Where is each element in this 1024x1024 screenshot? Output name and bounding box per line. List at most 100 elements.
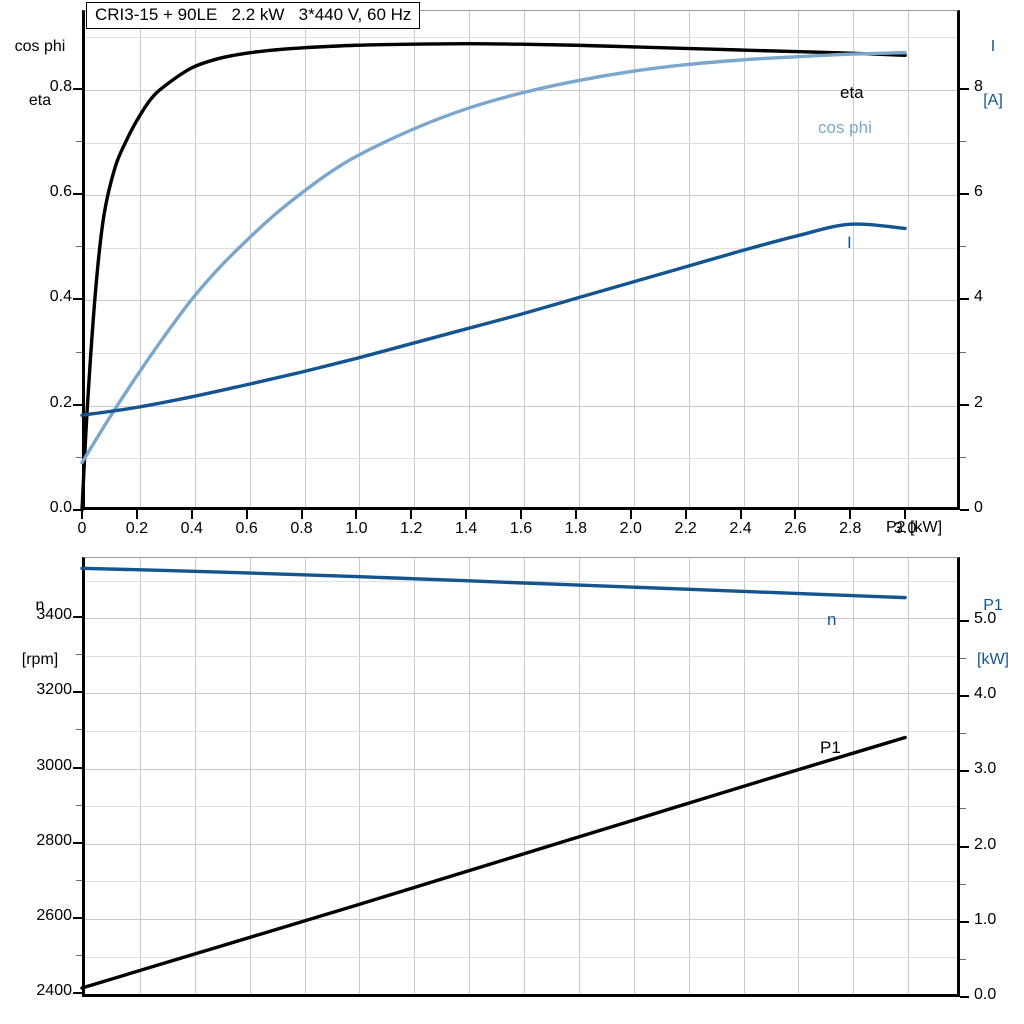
gridline-vertical [140, 11, 141, 507]
axis-tick-label-right: 0.0 [974, 986, 997, 1003]
axis-tick-bottom [520, 510, 522, 519]
bottom-left-axis-label-line1: n [35, 597, 45, 614]
gridline-vertical [853, 11, 854, 507]
chart-title: CRI3-15 + 90LE 2.2 kW 3*440 V, 60 Hz [86, 2, 421, 29]
curve-I [80, 222, 907, 417]
axis-tick-left-minor [76, 729, 82, 731]
axis-tick-left-minor [76, 141, 82, 143]
top-right-axis-label-line1: I [990, 38, 996, 55]
axis-tick-bottom [300, 510, 303, 519]
axis-tick-label-bottom: 0 [77, 520, 87, 537]
top-left-axis-label: cos phi eta [2, 2, 78, 146]
gridline-vertical [140, 558, 141, 994]
axis-tick-label-left: 2800 [36, 831, 72, 849]
axis-tick-bottom [849, 510, 852, 519]
gridline-vertical [250, 11, 251, 507]
axis-tick-label-bottom: 1.2 [400, 520, 423, 537]
axis-tick-bottom [410, 510, 413, 519]
gridline-vertical [579, 558, 580, 994]
axis-tick-label-bottom: 2.4 [729, 520, 752, 537]
axis-tick-right-minor [960, 958, 966, 960]
axis-tick-left-minor [76, 955, 82, 957]
axis-tick-right-minor [960, 883, 966, 885]
gridline-vertical [634, 558, 635, 994]
gridline-vertical [250, 558, 251, 994]
axis-tick-label-right: 0 [974, 499, 983, 516]
axis-tick-label-right: 2.0 [974, 835, 997, 853]
axis-tick-right [960, 193, 969, 196]
axis-tick-label-left: 0.2 [49, 393, 72, 411]
gridline-horizontal [85, 618, 957, 619]
axis-tick-label-right: 8 [974, 77, 983, 95]
bottom-right-axis-label: P1 [kW] [968, 561, 1018, 705]
axis-tick-bottom [135, 510, 138, 519]
axis-tick-label-right: 1.0 [974, 910, 997, 928]
axis-tick-bottom [81, 510, 83, 519]
gridline-vertical [689, 558, 690, 994]
axis-tick-bottom [190, 510, 193, 519]
axis-tick-label-left: 2600 [36, 907, 72, 925]
axis-tick-label-right: 4 [974, 288, 983, 306]
axis-tick-left [73, 87, 82, 90]
axis-tick-label-left: 3000 [36, 756, 72, 774]
axis-tick-label-bottom: 3.0 [894, 520, 917, 537]
axis-tick-label-left: 3200 [36, 681, 72, 699]
gridline-vertical [908, 558, 909, 994]
axis-tick-left [73, 992, 82, 995]
axis-tick-label-left: 3400 [36, 606, 72, 624]
curve-label-cos-phi: cos phi [818, 118, 872, 137]
gridline-vertical [579, 11, 580, 507]
axis-tick-right-minor [960, 808, 966, 810]
gridline-vertical [195, 11, 196, 507]
axis-tick-left [73, 193, 82, 196]
gridline-vertical [359, 558, 360, 994]
curve-label-current: I [847, 233, 852, 252]
gridline-vertical [469, 558, 470, 994]
axis-tick-label-left: 0.8 [49, 77, 72, 95]
axis-tick-label-bottom: 1.8 [564, 520, 587, 537]
top-left-axis-label-line2: eta [28, 92, 52, 109]
gridline-horizontal [85, 769, 957, 770]
curve-label-power: P1 [820, 738, 841, 757]
axis-tick-bottom [904, 510, 907, 519]
axis-tick-label-bottom: 0.6 [235, 520, 258, 537]
gridline-horizontal-minor [85, 957, 957, 958]
gridline-vertical [359, 11, 360, 507]
gridline-vertical [908, 11, 909, 507]
axis-tick-label-right: 2 [974, 393, 983, 411]
axis-tick-label-bottom: 2.6 [784, 520, 807, 537]
axis-tick-bottom [574, 510, 577, 519]
bottom-right-axis-label-line1: P1 [983, 597, 1003, 614]
axis-tick-label-bottom: 0.2 [125, 520, 148, 537]
axis-tick-left-minor [76, 351, 82, 353]
top-right-axis-label-line2: [A] [983, 92, 1003, 109]
gridline-vertical [798, 11, 799, 507]
gridline-vertical [634, 11, 635, 507]
axis-tick-bottom [465, 510, 468, 519]
curve-label-speed: n [827, 610, 837, 629]
axis-tick-label-bottom: 0.8 [290, 520, 313, 537]
gridline-horizontal [85, 90, 957, 91]
gridline-horizontal-minor [85, 458, 957, 459]
gridline-horizontal [85, 844, 957, 845]
axis-tick-bottom [629, 510, 632, 519]
axis-tick-label-left: 0.6 [49, 183, 72, 201]
axis-tick-right-minor [960, 141, 966, 143]
axis-tick-label-bottom: 1.0 [345, 520, 368, 537]
bottom-plot-area [82, 557, 960, 997]
axis-tick-bottom [245, 510, 248, 519]
gridline-horizontal-minor [85, 806, 957, 807]
axis-tick-bottom [794, 510, 797, 519]
gridline-vertical [469, 11, 470, 507]
axis-tick-left [73, 298, 82, 301]
axis-tick-right [960, 403, 969, 406]
gridline-vertical [305, 558, 306, 994]
axis-tick-label-bottom: 1.6 [509, 520, 533, 537]
top-left-axis-label-line1: cos phi [14, 38, 66, 55]
axis-tick-left [73, 917, 82, 920]
axis-tick-left-minor [76, 246, 82, 248]
axis-tick-label-right: 3.0 [974, 760, 997, 778]
axis-tick-label-left: 0.0 [49, 499, 72, 516]
axis-tick-bottom [684, 510, 687, 519]
gridline-vertical [524, 558, 525, 994]
